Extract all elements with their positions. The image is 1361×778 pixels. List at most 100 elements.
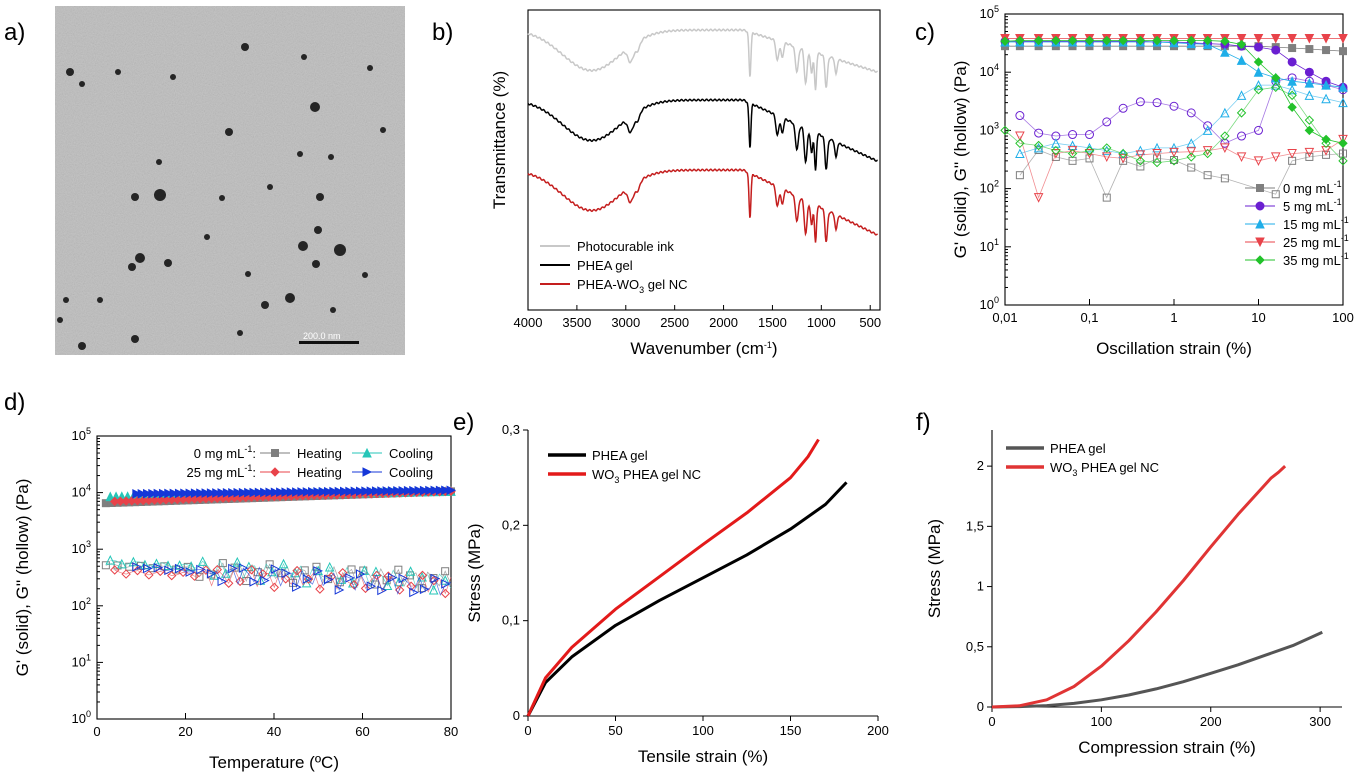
strain-data-point bbox=[1237, 131, 1247, 141]
temp-data-point bbox=[249, 577, 260, 587]
ftir-series-line bbox=[527, 98, 878, 171]
strain-data-point bbox=[1015, 35, 1025, 46]
strain-data-point bbox=[1015, 111, 1025, 121]
temp-data-point bbox=[302, 574, 313, 584]
temp-data-point bbox=[366, 486, 377, 496]
strain-data-point bbox=[1321, 33, 1331, 44]
temp-data-point bbox=[371, 486, 382, 496]
strain-data-point bbox=[1254, 42, 1263, 52]
strain-data-point bbox=[1033, 140, 1044, 151]
ftir-x-tick-label: 3500 bbox=[562, 315, 591, 330]
strain-series-line bbox=[1019, 84, 1344, 155]
temp-x-tick-label: 0 bbox=[93, 724, 100, 739]
strain-data-point bbox=[1287, 33, 1297, 44]
temp-data-point bbox=[430, 485, 441, 496]
temp-data-point bbox=[281, 568, 292, 579]
temp-data-point bbox=[233, 487, 244, 498]
nanoparticle bbox=[314, 226, 322, 234]
strain-data-point bbox=[1322, 150, 1331, 159]
strain-data-point bbox=[1236, 55, 1247, 65]
strain-data-point bbox=[1169, 35, 1179, 46]
temp-data-point bbox=[361, 486, 371, 497]
strain-data-point bbox=[1135, 35, 1146, 46]
strain-data-point bbox=[1067, 148, 1078, 159]
panelF-x-tick-label: 100 bbox=[1091, 714, 1113, 729]
strain-data-point bbox=[1270, 33, 1281, 44]
temp-data-point bbox=[387, 486, 398, 496]
temp-data-point bbox=[132, 565, 143, 576]
strain-x-tick-label: 0,01 bbox=[992, 310, 1017, 325]
strain-data-point bbox=[1321, 79, 1331, 90]
nanoparticle bbox=[128, 263, 136, 271]
temp-data-point bbox=[222, 488, 233, 498]
temp-legend-label: Heating bbox=[297, 465, 342, 480]
panelF-x-tick-label: 300 bbox=[1309, 714, 1331, 729]
nanoparticle bbox=[330, 307, 336, 313]
strain-data-point bbox=[1152, 157, 1162, 168]
strain-data-point bbox=[1338, 33, 1348, 44]
temp-data-point bbox=[132, 562, 142, 572]
temp-data-point bbox=[345, 573, 355, 583]
temp-data-point bbox=[148, 488, 158, 499]
temp-data-point bbox=[303, 574, 314, 584]
tem-noise bbox=[55, 6, 405, 355]
temp-data-point bbox=[440, 588, 451, 599]
strain-data-point bbox=[1253, 79, 1264, 90]
temp-data-point bbox=[372, 570, 382, 581]
temp-data-point bbox=[324, 574, 334, 585]
temp-data-point bbox=[238, 487, 249, 498]
strain-data-point bbox=[1271, 82, 1281, 93]
temp-data-point bbox=[297, 487, 308, 497]
temp-data-point bbox=[174, 563, 185, 574]
strain-series-line bbox=[1019, 135, 1344, 199]
temp-data-point bbox=[278, 558, 289, 569]
temp-data-point bbox=[409, 485, 419, 496]
strain-data-point bbox=[1287, 57, 1297, 67]
strain-data-point bbox=[1102, 193, 1111, 202]
temp-data-point bbox=[430, 573, 441, 584]
nanoparticle bbox=[131, 193, 139, 201]
panelF-y-tick-label: 1,5 bbox=[966, 518, 984, 533]
strain-y-tick-label: 101 bbox=[980, 237, 999, 254]
strain-data-point bbox=[1153, 154, 1162, 163]
temp-data-point bbox=[158, 488, 169, 499]
temp-data-point bbox=[228, 563, 238, 574]
nanoparticle bbox=[237, 330, 243, 336]
temp-data-point bbox=[406, 581, 416, 591]
strain-data-point bbox=[1051, 145, 1061, 156]
strain-data-point bbox=[1254, 125, 1263, 135]
temp-legend-marker bbox=[362, 447, 372, 458]
temp-data-point bbox=[169, 488, 180, 499]
nanoparticle bbox=[154, 189, 166, 201]
temp-data-point bbox=[280, 574, 291, 584]
temp-data-point bbox=[308, 487, 318, 497]
temp-data-point bbox=[269, 582, 280, 593]
strain-legend-marker bbox=[1255, 255, 1265, 265]
strain-data-point bbox=[1000, 125, 1010, 136]
temp-data-point bbox=[405, 566, 416, 576]
strain-data-point bbox=[1220, 131, 1230, 141]
temp-data-point bbox=[260, 575, 270, 586]
panelE-x-tick-label: 50 bbox=[608, 723, 622, 738]
ftir-x-axis-label: Wavenumber (cm-1) bbox=[630, 339, 777, 358]
temp-data-point bbox=[195, 572, 204, 581]
strain-data-point bbox=[1305, 45, 1314, 54]
temp-data-point bbox=[337, 568, 348, 578]
temp-data-point bbox=[185, 488, 196, 499]
panelE-legend-label: WO3 PHEA gel NC bbox=[592, 467, 701, 485]
ftir-y-axis-label: Transmittance (%) bbox=[490, 71, 509, 209]
nanoparticle bbox=[170, 74, 176, 80]
strain-x-tick-label: 1 bbox=[1170, 310, 1177, 325]
strain-series-line bbox=[1019, 77, 1344, 144]
strain-data-point bbox=[1271, 190, 1280, 199]
strain-series-line bbox=[1004, 86, 1344, 164]
nanoparticle bbox=[241, 43, 249, 51]
temp-data-point bbox=[313, 486, 323, 497]
temp-data-point bbox=[281, 487, 292, 497]
nanoparticle bbox=[63, 297, 69, 303]
strain-legend-label: 0 mg mL-1 bbox=[1283, 179, 1342, 196]
strain-data-point bbox=[1084, 145, 1095, 156]
strain-x-tick-label: 100 bbox=[1332, 310, 1354, 325]
strain-data-point bbox=[1270, 152, 1281, 163]
strain-series-line bbox=[1019, 149, 1344, 199]
